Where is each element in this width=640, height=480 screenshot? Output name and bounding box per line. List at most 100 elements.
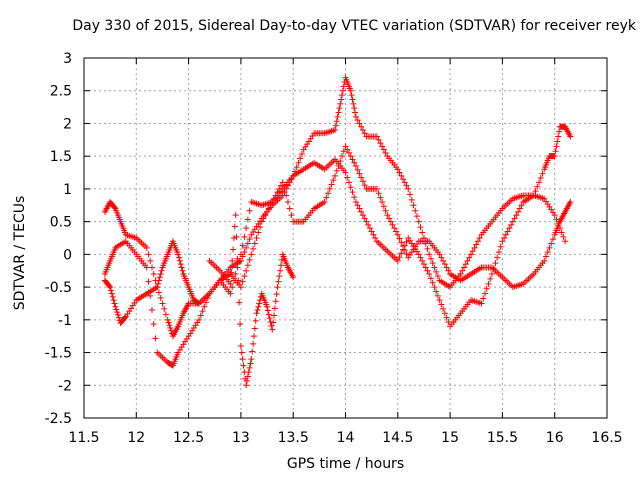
data-point	[344, 146, 351, 153]
data-point	[354, 166, 361, 173]
data-point	[344, 174, 351, 181]
data-point	[150, 321, 157, 328]
data-point	[351, 105, 358, 112]
data-point	[108, 287, 115, 294]
data-point	[440, 257, 447, 264]
data-point	[244, 240, 251, 247]
data-point	[264, 208, 271, 215]
y-tick-label: -1.5	[45, 346, 72, 362]
data-point	[265, 311, 272, 318]
data-point	[389, 221, 396, 228]
data-point	[480, 295, 487, 302]
data-point	[469, 248, 476, 255]
data-point	[436, 251, 443, 258]
data-point	[147, 292, 154, 299]
data-point	[228, 269, 235, 276]
data-point	[546, 244, 553, 251]
data-point	[249, 348, 256, 355]
data-point	[114, 309, 121, 316]
data-point	[438, 254, 445, 261]
x-tick-label: 16.5	[591, 430, 622, 446]
data-point	[237, 284, 244, 291]
data-point	[349, 189, 356, 196]
data-point	[158, 267, 165, 274]
data-point	[375, 136, 382, 143]
data-point	[426, 251, 433, 258]
data-point	[175, 251, 182, 258]
data-point	[351, 194, 358, 201]
data-point	[295, 159, 302, 166]
data-point	[481, 290, 488, 297]
data-point	[400, 246, 407, 253]
grid	[84, 58, 607, 418]
data-point	[443, 264, 450, 271]
data-point	[108, 290, 115, 297]
data-point	[278, 256, 285, 263]
data-point	[426, 271, 433, 277]
data-point	[166, 322, 173, 329]
data-point	[332, 127, 339, 133]
data-point	[352, 199, 359, 205]
data-point	[398, 250, 405, 257]
data-point	[431, 284, 438, 291]
data-point	[403, 238, 410, 245]
data-point	[246, 256, 253, 263]
data-point	[553, 216, 560, 223]
data-point	[400, 176, 407, 183]
data-point	[350, 100, 357, 107]
data-point	[401, 179, 408, 186]
data-point	[420, 261, 427, 268]
data-point	[515, 208, 522, 215]
data-point	[380, 146, 387, 153]
data-point	[334, 113, 341, 120]
data-point	[293, 164, 300, 171]
data-point	[560, 233, 567, 240]
data-point	[347, 184, 354, 191]
data-point	[396, 169, 403, 176]
data-point	[113, 306, 120, 313]
data-point	[429, 260, 436, 267]
data-point	[156, 274, 163, 281]
data-point	[244, 377, 251, 384]
data-point	[333, 167, 340, 174]
data-point	[199, 308, 206, 315]
chart-title: Day 330 of 2015, Sidereal Day-to-day VTE…	[72, 18, 636, 34]
data-point	[464, 257, 471, 264]
data-point	[440, 305, 447, 312]
data-point	[239, 356, 246, 363]
data-point	[255, 303, 262, 310]
data-point	[241, 233, 248, 240]
data-point	[338, 96, 345, 103]
data-point	[283, 192, 290, 199]
data-point	[351, 159, 358, 166]
data-point	[462, 261, 469, 268]
data-point	[347, 87, 354, 94]
y-tick-label: 3	[63, 51, 72, 67]
data-point	[237, 321, 244, 328]
data-point	[245, 369, 252, 376]
data-point	[250, 333, 257, 340]
data-point	[551, 153, 558, 160]
x-tick-label: 15.5	[487, 430, 518, 446]
y-axis-label: SDTVAR / TECUs	[12, 195, 28, 311]
data-point	[386, 215, 393, 222]
data-point	[417, 224, 424, 231]
data-point	[382, 149, 389, 156]
data-point	[336, 105, 343, 112]
plot-frame	[83, 57, 608, 419]
data-point	[358, 208, 365, 215]
data-point	[347, 153, 354, 160]
data-point	[235, 277, 242, 284]
data-point	[358, 174, 365, 181]
data-point	[501, 235, 508, 241]
x-tick-label: 14.5	[382, 430, 413, 446]
data-point	[424, 245, 431, 252]
data-point	[152, 335, 159, 342]
data-point	[544, 249, 551, 256]
data-point	[433, 268, 440, 275]
data-point	[361, 215, 368, 222]
data-point	[356, 170, 363, 177]
data-point	[457, 271, 464, 277]
data-point	[352, 113, 359, 120]
data-point	[159, 300, 166, 307]
